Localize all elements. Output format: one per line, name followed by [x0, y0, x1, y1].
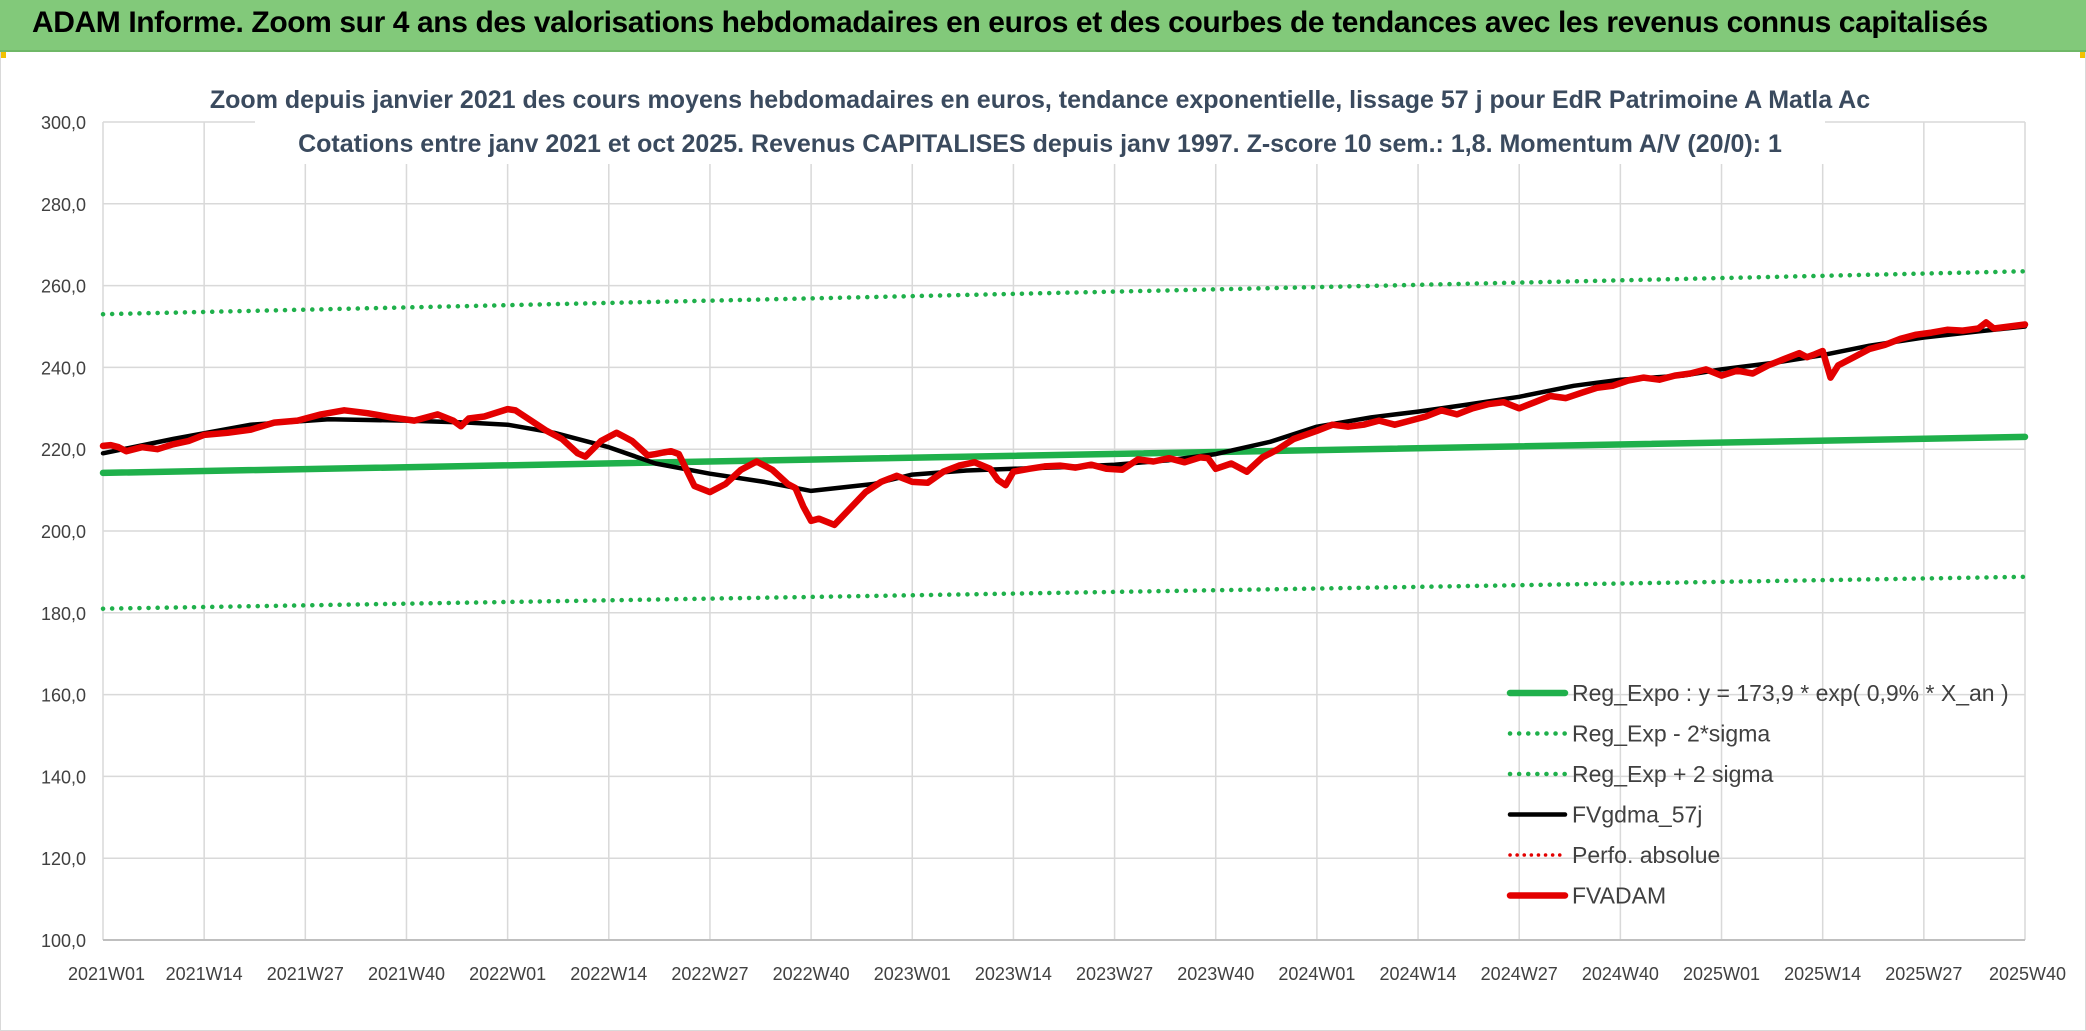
- legend-label: Perfo. absolue: [1572, 842, 1720, 868]
- y-tick-label: 160,0: [41, 686, 86, 706]
- x-tick-label: 2025W27: [1885, 964, 1962, 984]
- y-tick-label: 100,0: [41, 931, 86, 951]
- legend-label: Reg_Expo : y = 173,9 * exp( 0,9% * X_an …: [1572, 680, 2009, 706]
- chart-subtitle-line2: Cotations entre janv 2021 et oct 2025. R…: [298, 130, 1782, 158]
- legend-label: FVgdma_57j: [1572, 802, 1702, 828]
- series-line-1: [100, 574, 2028, 611]
- corner-accent: [0, 52, 6, 58]
- series-line-5: [99, 319, 2029, 529]
- y-tick-label: 240,0: [41, 358, 86, 378]
- series-line-3: [100, 324, 2028, 494]
- y-tick-label: 120,0: [41, 849, 86, 869]
- legend-label: Reg_Exp + 2 sigma: [1572, 761, 1774, 787]
- series-line-2: [100, 269, 2028, 317]
- x-tick-label: 2022W14: [570, 964, 647, 984]
- x-tick-label: 2025W14: [1784, 964, 1861, 984]
- series-line-0: [99, 433, 2029, 477]
- x-tick-label: 2022W01: [469, 964, 546, 984]
- x-tick-label: 2021W01: [68, 964, 145, 984]
- report-title: ADAM Informe. Zoom sur 4 ans des valoris…: [32, 6, 1988, 39]
- chart-subtitle-line1: Zoom depuis janvier 2021 des cours moyen…: [210, 86, 1870, 114]
- x-tick-label: 2024W40: [1582, 964, 1659, 984]
- legend-label: Reg_Exp - 2*sigma: [1572, 721, 1770, 747]
- legend-label: FVADAM: [1572, 883, 1666, 909]
- y-tick-label: 260,0: [41, 277, 86, 297]
- y-tick-label: 140,0: [41, 767, 86, 787]
- x-tick-label: 2021W14: [166, 964, 243, 984]
- subtitle-background: [255, 78, 1825, 164]
- y-tick-label: 280,0: [41, 195, 86, 215]
- y-tick-label: 220,0: [41, 440, 86, 460]
- x-tick-label: 2023W01: [874, 964, 951, 984]
- corner-accent: [2080, 52, 2086, 58]
- x-tick-label: 2023W14: [975, 964, 1052, 984]
- y-tick-label: 200,0: [41, 522, 86, 542]
- x-tick-label: 2025W01: [1683, 964, 1760, 984]
- x-tick-label: 2025W40: [1989, 964, 2066, 984]
- x-tick-label: 2021W27: [267, 964, 344, 984]
- x-tick-label: 2023W40: [1177, 964, 1254, 984]
- report-header: ADAM Informe. Zoom sur 4 ans des valoris…: [0, 0, 2086, 52]
- y-tick-label: 300,0: [41, 113, 86, 133]
- x-tick-label: 2023W27: [1076, 964, 1153, 984]
- y-tick-label: 180,0: [41, 604, 86, 624]
- x-tick-label: 2024W27: [1481, 964, 1558, 984]
- x-tick-label: 2021W40: [368, 964, 445, 984]
- x-tick-label: 2024W01: [1278, 964, 1355, 984]
- x-tick-label: 2024W14: [1380, 964, 1457, 984]
- x-tick-label: 2022W27: [671, 964, 748, 984]
- x-tick-label: 2022W40: [773, 964, 850, 984]
